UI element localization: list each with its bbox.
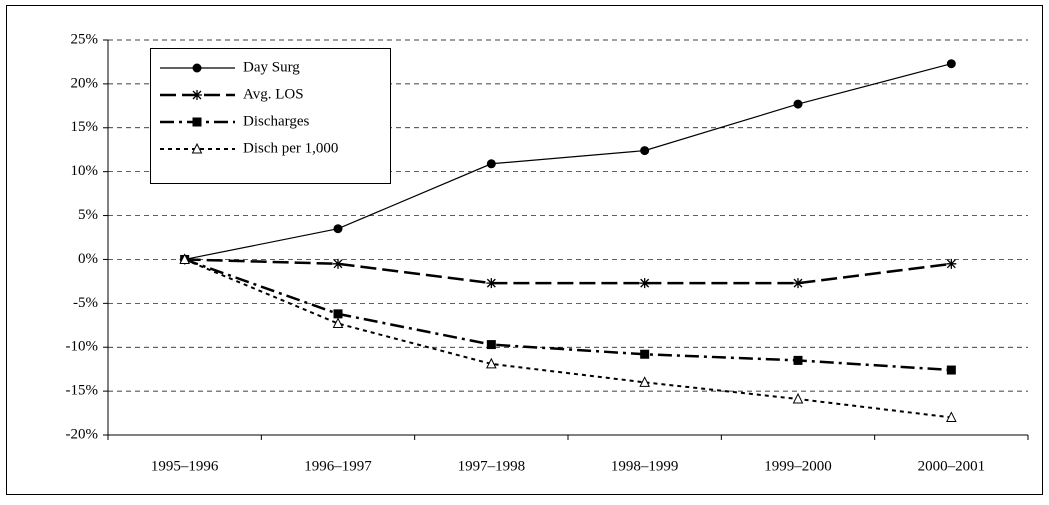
- series-line: [184, 258, 952, 419]
- marker: [640, 146, 650, 156]
- series-line: [184, 258, 952, 285]
- marker: [793, 278, 803, 289]
- marker: [640, 349, 650, 359]
- y-tick-label: 0%: [78, 251, 98, 267]
- marker: [486, 278, 497, 289]
- legend-label: Disch per 1,000: [243, 140, 338, 156]
- marker: [179, 253, 190, 264]
- series-line: [184, 63, 952, 261]
- x-tick-label: 1997–1998: [458, 458, 526, 474]
- legend-marker: [191, 142, 203, 154]
- y-tick-label: -20%: [66, 426, 99, 442]
- marker: [486, 159, 496, 169]
- legend-label: Avg. LOS: [243, 86, 304, 102]
- marker: [793, 355, 803, 365]
- marker: [793, 99, 803, 109]
- marker: [639, 376, 650, 387]
- x-tick-label: 2000–2001: [918, 458, 986, 474]
- y-tick-label: 20%: [71, 75, 99, 91]
- y-tick-label: 25%: [71, 31, 99, 47]
- marker: [333, 258, 343, 269]
- marker: [946, 365, 956, 375]
- marker: [946, 258, 957, 269]
- marker: [946, 411, 957, 422]
- legend-label: Discharges: [243, 113, 310, 129]
- marker: [639, 278, 650, 289]
- series-line: [184, 258, 952, 372]
- y-tick-label: 10%: [71, 163, 99, 179]
- marker: [333, 309, 343, 319]
- legend-marker: [192, 63, 202, 73]
- y-tick-label: -10%: [66, 339, 99, 355]
- legend-marker: [192, 90, 202, 100]
- marker: [332, 317, 344, 329]
- marker: [946, 59, 956, 69]
- y-tick-label: -15%: [66, 383, 99, 399]
- y-tick-label: 5%: [78, 207, 98, 223]
- y-tick-label: 15%: [71, 119, 99, 135]
- x-tick-label: 1995–1996: [151, 458, 219, 474]
- x-tick-label: 1999–2000: [764, 458, 832, 474]
- marker: [333, 224, 343, 234]
- x-tick-label: 1998–1999: [611, 458, 679, 474]
- legend-box: [150, 48, 391, 184]
- x-tick-label: 1996–1997: [304, 458, 372, 474]
- legend-label: Day Surg: [243, 59, 300, 75]
- y-tick-label: -5%: [73, 295, 98, 311]
- marker: [792, 392, 804, 404]
- legend-marker: [192, 117, 202, 127]
- marker: [486, 357, 497, 369]
- marker: [486, 340, 496, 350]
